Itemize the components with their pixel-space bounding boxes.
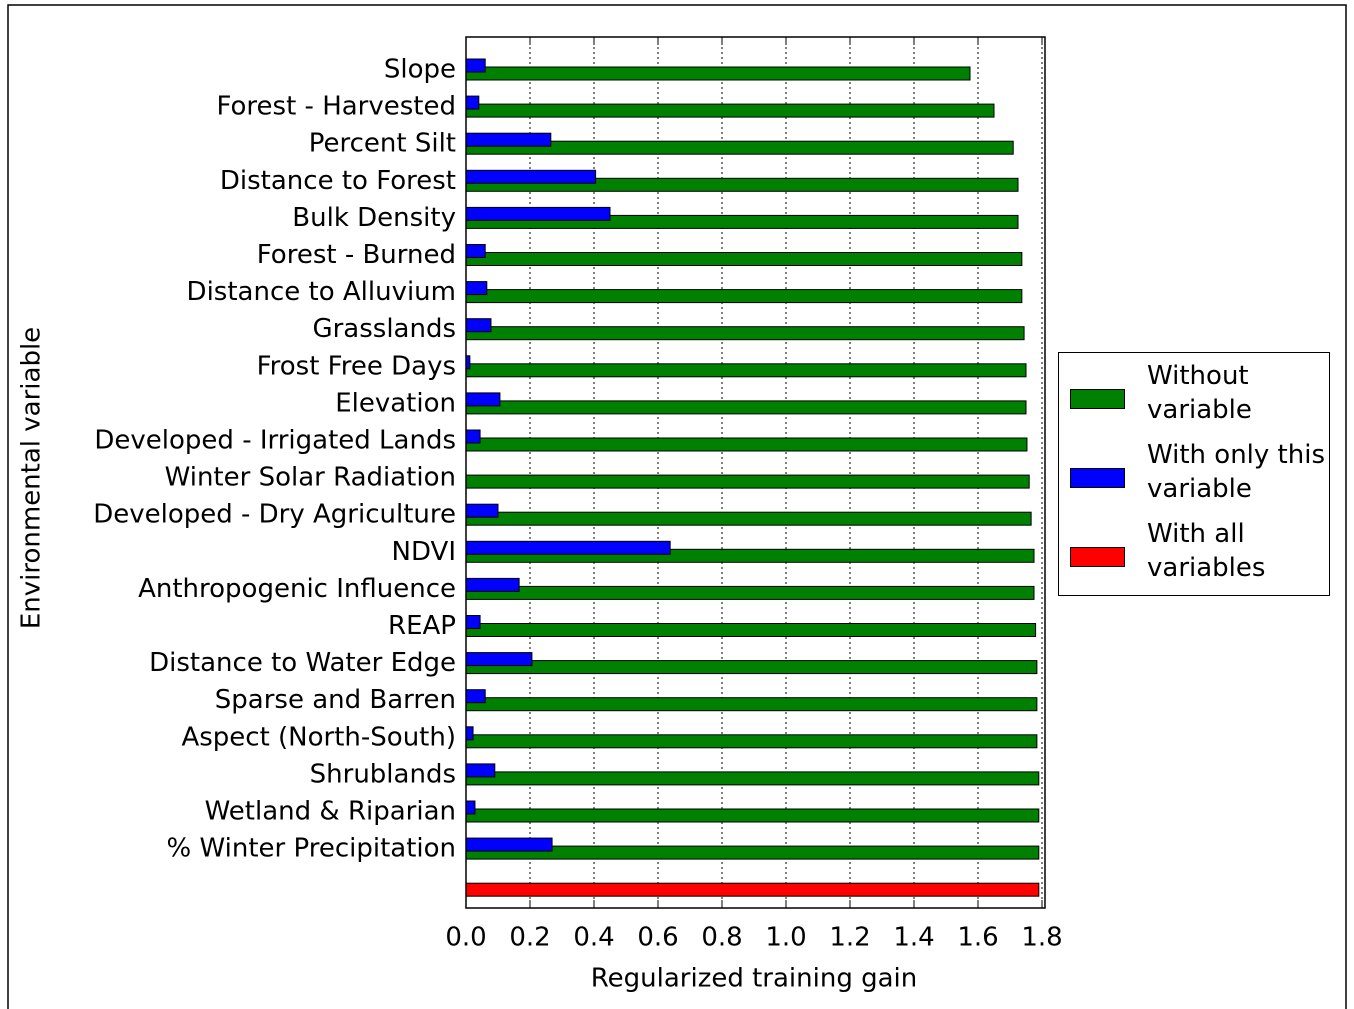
bar bbox=[465, 734, 1038, 749]
y-tick-label: % Winter Precipitation bbox=[167, 834, 456, 864]
x-tick-label: 0.2 bbox=[509, 923, 550, 953]
x-tick-label: 1.2 bbox=[829, 923, 870, 953]
x-tick-label: 1.6 bbox=[957, 923, 998, 953]
bar bbox=[465, 577, 520, 592]
y-tick-label: Forest - Burned bbox=[257, 240, 456, 270]
y-tick-label: Slope bbox=[384, 55, 456, 85]
bar bbox=[465, 429, 481, 444]
bar bbox=[465, 540, 671, 555]
x-tick-label: 0.6 bbox=[637, 923, 678, 953]
bar bbox=[465, 763, 496, 778]
y-tick-label: Distance to Forest bbox=[220, 166, 456, 196]
x-tick-label: 0.8 bbox=[701, 923, 742, 953]
bar bbox=[465, 652, 533, 667]
bar bbox=[465, 318, 492, 333]
bar bbox=[465, 837, 553, 852]
legend-label: With only this variable bbox=[1147, 440, 1326, 504]
x-tick-label: 1.4 bbox=[893, 923, 934, 953]
y-tick-label: Bulk Density bbox=[292, 203, 456, 233]
y-tick-label: Frost Free Days bbox=[257, 351, 456, 381]
y-axis-label: Environmental variable bbox=[17, 327, 47, 629]
y-tick-label: Grasslands bbox=[312, 314, 456, 344]
bar bbox=[465, 697, 1038, 712]
bar bbox=[465, 800, 476, 815]
x-tick-label: 0.4 bbox=[573, 923, 614, 953]
plot-frame bbox=[465, 36, 1046, 909]
y-tick-label: Shrublands bbox=[310, 759, 456, 789]
y-tick-label: Developed - Dry Agriculture bbox=[93, 500, 456, 530]
bar bbox=[465, 615, 481, 629]
bar bbox=[465, 206, 611, 221]
bar bbox=[465, 660, 1038, 675]
bar bbox=[465, 289, 1023, 304]
bar bbox=[465, 882, 1040, 897]
bar bbox=[465, 437, 1028, 452]
bar bbox=[465, 689, 486, 704]
y-tick-label: Aspect (North-South) bbox=[181, 722, 456, 752]
legend: Without variable With only this variable W… bbox=[1058, 352, 1330, 596]
legend-swatch bbox=[1070, 468, 1125, 488]
bar bbox=[465, 392, 501, 407]
bar bbox=[465, 66, 971, 81]
bar bbox=[465, 132, 552, 147]
bar bbox=[465, 363, 1027, 378]
y-tick-label: REAP bbox=[388, 611, 456, 641]
bar bbox=[465, 281, 488, 296]
x-tick-label: 1.0 bbox=[765, 923, 806, 953]
y-tick-label: Winter Solar Radiation bbox=[165, 463, 456, 493]
bar bbox=[465, 503, 499, 518]
bar bbox=[465, 511, 1032, 526]
x-axis-label: Regularized training gain bbox=[591, 964, 918, 994]
legend-swatch bbox=[1070, 389, 1125, 409]
y-tick-label: Forest - Harvested bbox=[217, 92, 457, 122]
y-tick-label: Sparse and Barren bbox=[215, 685, 456, 715]
y-tick-label: Wetland & Riparian bbox=[205, 797, 456, 827]
bar bbox=[465, 326, 1025, 341]
y-tick-label: Distance to Alluvium bbox=[187, 277, 456, 307]
y-tick-label: NDVI bbox=[392, 537, 456, 567]
bar bbox=[465, 400, 1027, 415]
bar bbox=[465, 169, 597, 184]
frame bbox=[7, 4, 1347, 1009]
bar bbox=[465, 771, 1040, 786]
bar bbox=[465, 58, 486, 73]
y-tick-label: Distance to Water Edge bbox=[149, 648, 456, 678]
bar bbox=[465, 252, 1023, 266]
legend-swatch bbox=[1070, 547, 1125, 567]
bar bbox=[465, 585, 1035, 600]
legend-label: With all variables bbox=[1147, 519, 1266, 583]
y-tick-label: Elevation bbox=[335, 388, 456, 418]
bar bbox=[465, 808, 1040, 823]
bar bbox=[465, 623, 1037, 637]
y-tick-label: Percent Silt bbox=[309, 129, 456, 159]
legend-label: Without variable bbox=[1147, 361, 1252, 425]
bar bbox=[465, 103, 995, 118]
y-tick-label: Developed - Irrigated Lands bbox=[94, 426, 456, 456]
y-tick-label: Anthropogenic Influence bbox=[138, 574, 456, 604]
bar bbox=[465, 726, 474, 741]
x-tick-label: 0.0 bbox=[445, 923, 486, 953]
bar bbox=[465, 244, 486, 258]
x-tick-label: 1.8 bbox=[1021, 923, 1062, 953]
bar bbox=[465, 474, 1030, 489]
bar bbox=[465, 95, 480, 110]
